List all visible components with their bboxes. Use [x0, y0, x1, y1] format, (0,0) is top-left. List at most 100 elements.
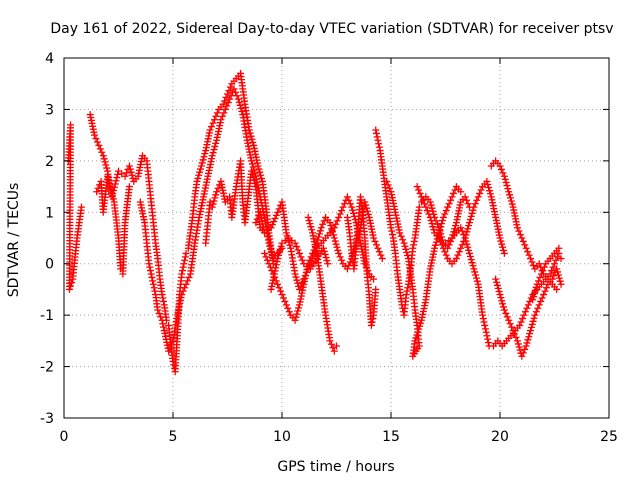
data-point: [98, 148, 106, 156]
data-point: [268, 282, 276, 290]
data-point: [255, 165, 263, 173]
data-point: [295, 249, 303, 257]
data-point: [532, 283, 540, 291]
data-point: [263, 256, 271, 264]
data-point: [552, 256, 560, 264]
data-point: [497, 237, 505, 245]
grid-layer: [64, 58, 609, 418]
data-point: [555, 244, 563, 252]
data-point: [94, 184, 102, 192]
data-point: [210, 146, 218, 154]
data-point: [293, 243, 301, 251]
y-tick-label: -2: [40, 360, 54, 376]
data-point: [483, 332, 491, 340]
data-point: [370, 234, 378, 242]
data-point: [113, 174, 121, 182]
data-point: [272, 277, 280, 285]
data-point: [441, 210, 449, 218]
data-point: [549, 263, 557, 271]
data-point: [551, 260, 558, 268]
data-point: [515, 227, 523, 235]
data-point: [518, 352, 526, 360]
data-point: [524, 301, 532, 309]
data-point: [507, 197, 515, 205]
data-point: [272, 264, 280, 272]
data-point: [422, 203, 430, 211]
data-point: [157, 313, 165, 321]
data-point: [267, 285, 275, 293]
data-point: [125, 162, 133, 170]
data-point: [278, 291, 286, 299]
data-point: [362, 201, 370, 209]
data-point: [253, 215, 261, 223]
data-point: [465, 246, 473, 254]
data-point: [373, 133, 381, 141]
data-point: [221, 97, 229, 105]
data-point: [469, 262, 477, 270]
data-point: [315, 233, 323, 241]
data-point: [473, 196, 481, 204]
data-point: [110, 183, 118, 191]
data-point: [543, 284, 551, 292]
data-point: [178, 267, 186, 275]
data-point: [430, 226, 438, 234]
x-tick-label: 10: [273, 429, 291, 445]
data-point: [266, 263, 274, 271]
data-point: [557, 255, 565, 263]
data-point: [257, 171, 265, 179]
data-point: [273, 258, 281, 266]
data-point: [261, 249, 269, 257]
data-point: [496, 234, 504, 242]
data-point: [236, 101, 244, 109]
data-point: [460, 231, 468, 239]
data-point: [458, 227, 466, 235]
data-point: [520, 311, 528, 319]
x-tick-label: 20: [491, 429, 509, 445]
data-point: [467, 256, 475, 264]
data-point: [349, 206, 357, 214]
data-point: [367, 321, 375, 329]
data-point: [457, 224, 465, 232]
data-point: [319, 220, 327, 228]
data-point: [516, 231, 524, 239]
x-tick-label: 25: [600, 429, 618, 445]
data-point: [524, 336, 532, 344]
data-point: [262, 253, 270, 261]
data-point: [149, 280, 157, 288]
data-point: [403, 287, 411, 295]
data-point: [484, 335, 492, 343]
data-point: [254, 162, 262, 170]
data-point: [477, 186, 485, 194]
data-point: [472, 274, 480, 282]
data-point: [438, 241, 446, 249]
data-point: [93, 138, 101, 146]
data-point: [333, 342, 340, 350]
data-point: [328, 225, 336, 233]
data-point: [522, 342, 530, 350]
data-point: [499, 303, 507, 311]
data-point: [536, 273, 544, 281]
data-point: [293, 310, 301, 318]
data-point: [525, 251, 533, 259]
data-point: [108, 193, 116, 201]
y-tick-label: -1: [40, 308, 54, 324]
data-point: [372, 129, 380, 137]
data-point: [329, 231, 337, 239]
data-point: [495, 287, 503, 295]
data-point: [256, 168, 264, 176]
data-point: [527, 255, 535, 263]
data-point: [374, 244, 382, 252]
data-point: [481, 325, 489, 333]
data-point: [548, 267, 556, 275]
data-point: [413, 183, 421, 191]
data-point: [335, 213, 343, 221]
data-point: [212, 139, 220, 147]
data-point: [429, 207, 437, 215]
data-point: [401, 242, 409, 250]
data-point: [265, 260, 273, 268]
data-point: [470, 203, 478, 211]
data-point: [237, 104, 245, 112]
y-tick-label: 0: [45, 257, 54, 273]
data-point: [463, 196, 471, 204]
